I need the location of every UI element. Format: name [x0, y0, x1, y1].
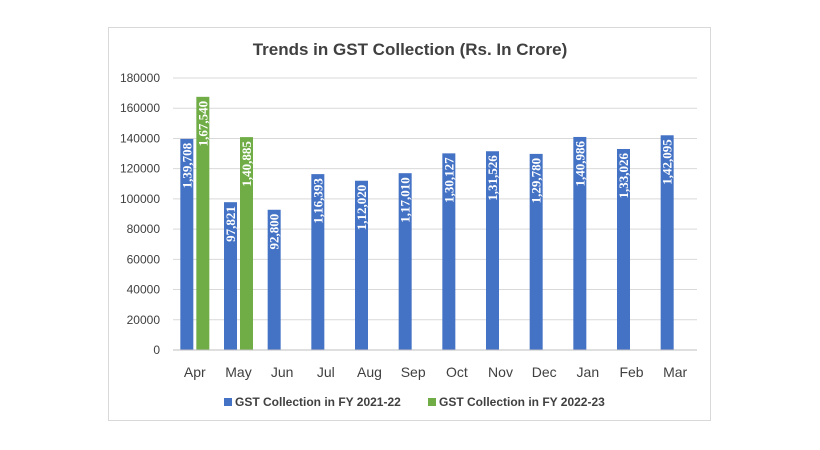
x-tick-label: Apr [184, 364, 206, 380]
data-label: 97,821 [223, 206, 238, 242]
data-label: 1,16,393 [310, 178, 325, 224]
chart-title: Trends in GST Collection (Rs. In Crore) [253, 40, 568, 59]
data-label: 1,40,986 [572, 140, 587, 186]
bar [398, 173, 412, 350]
data-label: 1,17,010 [398, 177, 413, 223]
x-tick-label: Dec [532, 364, 557, 380]
bar [660, 135, 674, 350]
bar [355, 180, 368, 350]
gridlines [173, 77, 697, 321]
bars: 1,39,708 97,821 92,800 1,16,393 1,12,020 1,17… [179, 96, 675, 350]
bar [196, 96, 210, 350]
data-label: 1,31,526 [485, 155, 500, 201]
x-tick-label: Mar [663, 364, 687, 380]
y-tick-label: 0 [153, 343, 160, 357]
x-tick-label: Sep [401, 364, 426, 380]
bar [442, 153, 456, 350]
bar [267, 209, 281, 350]
x-tick-label: Nov [488, 364, 513, 380]
data-label: 1,33,026 [616, 152, 631, 198]
data-label: 1,42,095 [660, 139, 675, 185]
bar [311, 174, 325, 350]
data-label: 1,40,885 [239, 141, 254, 187]
y-tick-label: 20000 [127, 313, 161, 327]
legend: GST Collection in FY 2021-22 GST Collecti… [224, 395, 605, 409]
bar [617, 148, 630, 350]
bar [529, 153, 543, 350]
y-tick-label: 40000 [127, 283, 161, 297]
data-label: 1,30,127 [441, 157, 456, 203]
y-tick-label: 140000 [120, 131, 160, 145]
y-tick-label: 160000 [120, 101, 160, 115]
x-tick-label: May [225, 364, 251, 380]
legend-label: GST Collection in FY 2022-23 [439, 395, 605, 409]
y-tick-label: 100000 [120, 192, 160, 206]
y-tick-label: 80000 [127, 222, 161, 236]
bar [573, 136, 587, 350]
y-tick-label: 180000 [120, 71, 160, 85]
data-label: 92,800 [267, 214, 282, 250]
legend-swatch [428, 398, 436, 406]
bar [240, 137, 253, 350]
x-tick-label: Jul [317, 364, 335, 380]
x-tick-label: Feb [619, 364, 643, 380]
legend-swatch [224, 398, 232, 406]
x-tick-label: Aug [357, 364, 382, 380]
x-tick-label: Jan [577, 364, 600, 380]
data-label: 1,39,708 [179, 142, 194, 188]
data-label: 1,12,020 [354, 185, 369, 231]
x-tick-label: Jun [271, 364, 294, 380]
y-tick-label: 60000 [127, 252, 161, 266]
x-tick-label: Oct [446, 364, 468, 380]
data-label: 1,67,540 [195, 101, 210, 147]
bar [486, 151, 499, 350]
data-label: 1,29,780 [529, 158, 544, 204]
legend-label: GST Collection in FY 2021-22 [235, 395, 401, 409]
axes: 0 20000 40000 60000 80000 100000 120000 140000 1… [120, 71, 697, 380]
y-tick-label: 120000 [120, 162, 160, 176]
bar [224, 202, 237, 350]
bar [180, 138, 194, 350]
